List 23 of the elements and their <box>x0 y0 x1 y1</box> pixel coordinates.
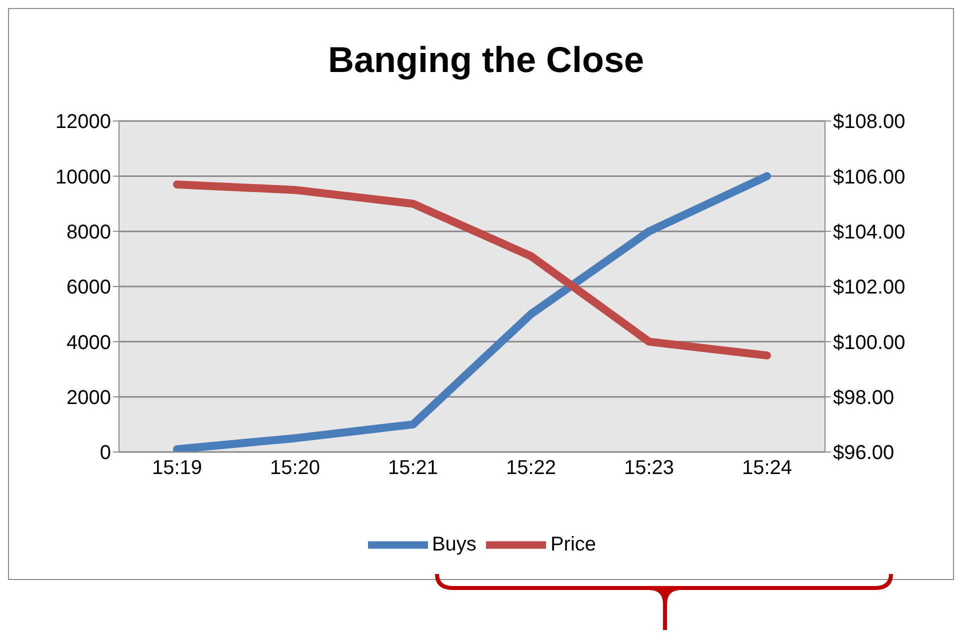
x-tick-label: 15:19 <box>152 457 202 480</box>
y2-tick-label: $106.00 <box>833 166 906 188</box>
y-tick-label: 2000 <box>66 386 111 409</box>
x-tick-label: 15:24 <box>742 457 792 480</box>
y2-tick-label: $102.00 <box>833 276 906 299</box>
y-tick-label: 6000 <box>66 276 111 299</box>
x-tick-label: 15:23 <box>624 457 674 480</box>
legend-label: Price <box>550 533 596 556</box>
y-tick-label: 12000 <box>55 111 111 134</box>
x-tick-label: 15:22 <box>506 457 556 480</box>
legend-label: Buys <box>432 533 476 556</box>
y2-tick-label: $108.00 <box>833 111 906 134</box>
y-tick-label: 4000 <box>66 332 111 354</box>
y-tick-label: 0 <box>100 442 111 464</box>
y2-tick-label: $104.00 <box>833 221 906 244</box>
y-tick-label: 10000 <box>55 166 111 188</box>
y2-tick-label: $100.00 <box>833 332 906 354</box>
y-tick-label: 8000 <box>66 221 111 244</box>
chart-title: Banging the Close <box>326 39 646 81</box>
y2-tick-label: $96.00 <box>833 442 894 464</box>
y2-tick-label: $98.00 <box>833 386 894 409</box>
x-tick-label: 15:21 <box>388 457 438 480</box>
x-tick-label: 15:20 <box>270 457 320 480</box>
